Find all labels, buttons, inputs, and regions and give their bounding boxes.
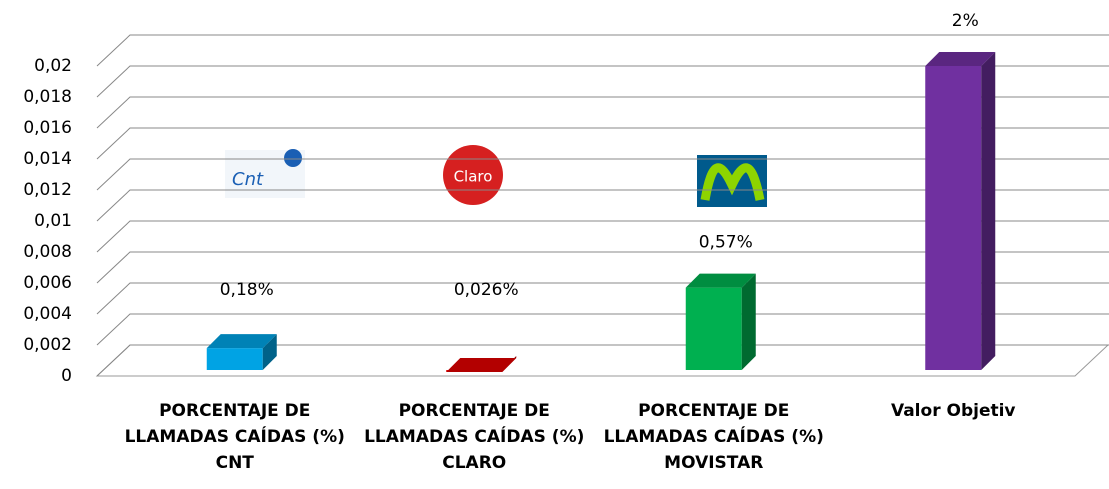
bar-face [925, 66, 981, 370]
y-tick-label: 0,018 [23, 87, 72, 107]
value-label: 0,57% [699, 233, 753, 253]
logo-text: Cnt [232, 169, 264, 190]
y-tick-label: 0,002 [23, 335, 72, 355]
bar [925, 52, 995, 370]
logo-text: Claro [454, 168, 493, 186]
value-label: 0,026% [454, 280, 519, 300]
bar [686, 274, 756, 370]
y-tick-label: 0,02 [34, 56, 72, 76]
x-tick-label: PORCENTAJE DE LLAMADAS CAÍDAS (%) MOVIST… [599, 398, 829, 476]
bar [446, 356, 516, 372]
value-label: 0,18% [220, 280, 274, 300]
bar-face [742, 274, 756, 370]
bar-face [207, 348, 263, 370]
logo-claro: Claro [443, 145, 503, 205]
y-tick-label: 0,004 [23, 304, 72, 324]
bar-face [446, 358, 516, 372]
x-tick-label: Valor Objetiv [838, 398, 1068, 424]
value-label: 2% [952, 11, 979, 31]
y-tick-label: 0,012 [23, 180, 72, 200]
y-tick-label: 0,008 [23, 242, 72, 262]
y-tick-label: 0,014 [23, 149, 72, 169]
logo-cnt: Cnt [225, 149, 305, 198]
y-tick-label: 0,01 [34, 211, 72, 231]
bar-face [686, 288, 742, 370]
bar-face [981, 52, 995, 370]
x-tick-label: PORCENTAJE DE LLAMADAS CAÍDAS (%) CLARO [359, 398, 589, 476]
bar [207, 334, 277, 370]
y-tick-label: 0,006 [23, 273, 72, 293]
y-tick-label: 0,016 [23, 118, 72, 138]
logo-movistar [697, 155, 767, 207]
x-tick-label: PORCENTAJE DE LLAMADAS CAÍDAS (%) CNT [120, 398, 350, 476]
y-tick-label: 0 [61, 366, 72, 386]
chart-page: Cnt Claro 0 0,002 0,004 0,006 0,008 0,01 0,012… [0, 0, 1109, 489]
